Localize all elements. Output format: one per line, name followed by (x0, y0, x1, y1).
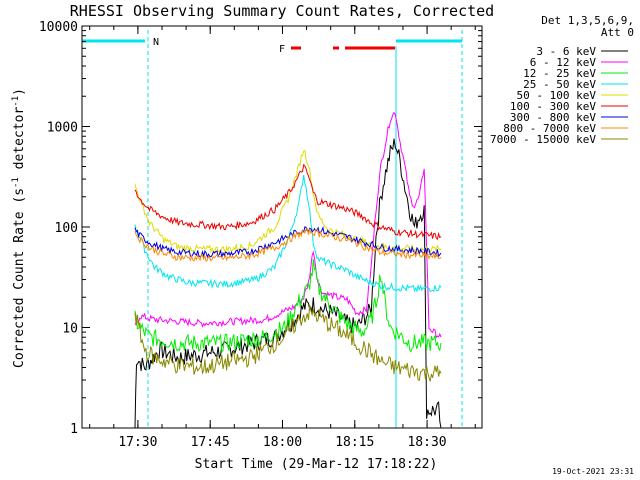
observing-flags: NF (82, 30, 463, 428)
x-tick-label: 17:30 (118, 435, 157, 450)
series-line (134, 111, 442, 339)
y-axis-label: Corrected Count Rate (s-1 detector-1) (11, 88, 27, 368)
legend-entry-label: 300 - 800 keV (510, 111, 596, 124)
y-tick-label: 1000 (47, 121, 78, 136)
legend-header-attenuator: Att 0 (601, 26, 634, 39)
legend-entry-label: 3 - 6 keV (536, 45, 596, 58)
night-flag-label: N (153, 37, 159, 48)
legend-entry-label: 25 - 50 keV (523, 78, 596, 91)
series-layer (134, 111, 442, 429)
y-axis-label-end: ) (12, 88, 27, 96)
y-axis-label-tail: detector (12, 107, 27, 178)
legend-entry-label: 7000 - 15000 keV (490, 133, 596, 146)
x-axis-label: Start Time (29-Mar-12 17:18:22) (195, 457, 438, 472)
legend-header-detectors: Det 1,3,5,6,9, (541, 14, 634, 27)
y-tick-label: 100 (55, 221, 78, 236)
legend-entry-label: 100 - 300 keV (510, 100, 596, 113)
legend-entry-label: 6 - 12 keV (530, 56, 597, 69)
series-line (134, 259, 442, 354)
generation-timestamp: 19-Oct-2021 23:31 (552, 467, 634, 476)
y-tick-label: 1 (70, 422, 78, 437)
y-tick-label: 10 (62, 322, 78, 337)
series-line (134, 163, 442, 241)
x-axis: 17:30 17:45 18:00 18:15 18:30 (89, 26, 476, 450)
chart-title: RHESSI Observing Summary Count Rates, Co… (70, 2, 494, 20)
series-line (134, 228, 442, 263)
flare-flag-label: F (279, 44, 285, 55)
y-axis-label-exp-1: -1 (11, 177, 21, 188)
x-tick-label: 17:45 (191, 435, 230, 450)
y-tick-label: 10000 (39, 20, 78, 35)
y-axis-label-exp-2: -1 (11, 96, 21, 107)
legend-entry-label: 50 - 100 keV (517, 89, 597, 102)
x-tick-label: 18:15 (335, 435, 374, 450)
x-tick-label: 18:00 (263, 435, 302, 450)
legend-entry-label: 800 - 7000 keV (503, 122, 596, 135)
x-tick-label: 18:30 (407, 435, 446, 450)
series-line (134, 304, 442, 382)
legend-entry-label: 12 - 25 keV (523, 67, 596, 80)
y-axis-label-main: Corrected Count Rate (s (12, 188, 27, 368)
y-axis: 1 10 100 1000 10000 (39, 20, 482, 437)
